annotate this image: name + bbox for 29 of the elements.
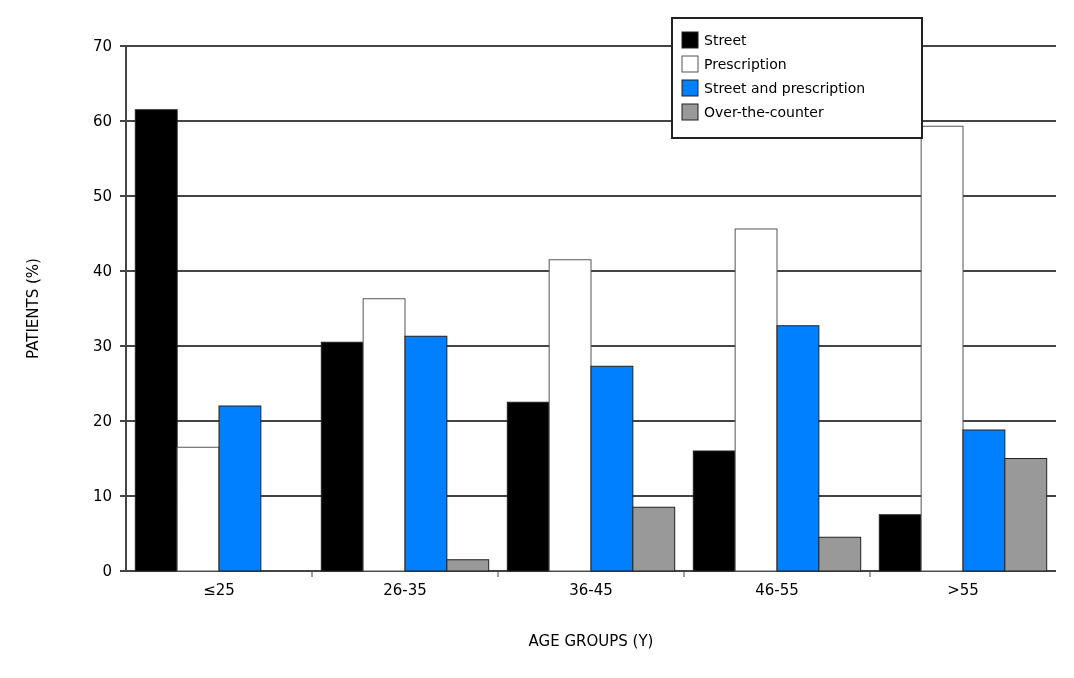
y-tick-label: 60 [92, 112, 112, 131]
y-tick-label: 20 [92, 412, 112, 431]
bar [734, 228, 778, 572]
x-axis-title: AGE GROUPS (Y) [528, 632, 654, 650]
bar [548, 259, 592, 572]
legend-label: Street [704, 31, 748, 48]
x-tick-label: 46-55 [755, 581, 799, 599]
y-tick-label: 0 [102, 562, 112, 581]
bar [692, 450, 736, 572]
bar [134, 109, 178, 572]
x-tick-label: 26-35 [383, 581, 427, 599]
x-tick-label: ≤25 [203, 581, 235, 599]
bar [320, 341, 364, 572]
y-tick-label: 30 [92, 337, 112, 356]
bar [362, 298, 406, 572]
bar [878, 514, 922, 572]
legend-label: Prescription [704, 55, 787, 72]
y-axis-title: PATIENTS (%) [24, 258, 42, 359]
bar [506, 401, 550, 572]
y-tick-label: 70 [92, 37, 112, 56]
legend-label: Street and prescription [704, 79, 866, 96]
y-tick-label: 10 [92, 487, 112, 506]
y-tick-label: 40 [92, 262, 112, 281]
bar [218, 405, 262, 572]
y-tick-label: 50 [92, 187, 112, 206]
x-tick-label: >55 [947, 581, 979, 599]
legend-label: Over-the-counter [704, 103, 824, 120]
bar [176, 446, 220, 572]
x-tick-label: 36-45 [569, 581, 613, 599]
